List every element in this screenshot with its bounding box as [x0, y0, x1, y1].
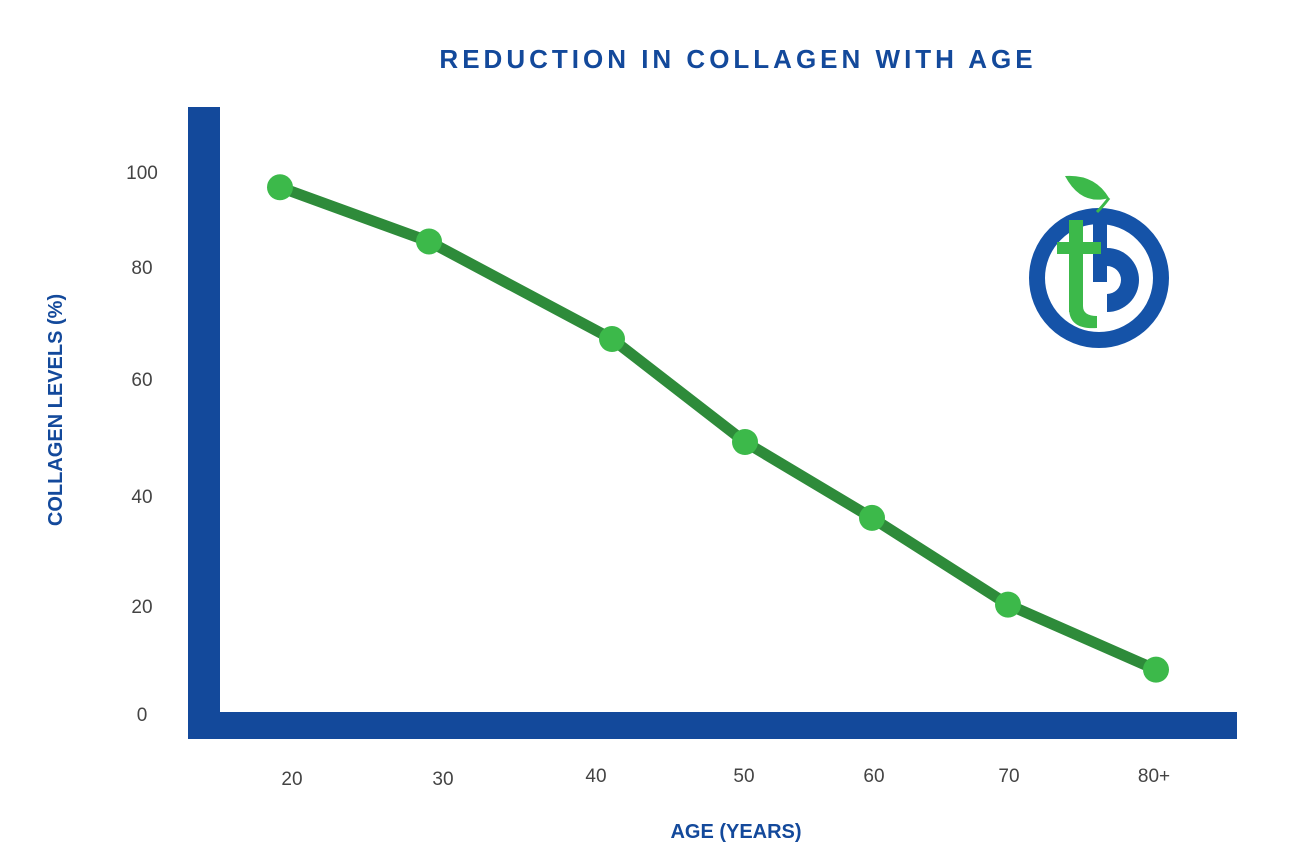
x-tick-label: 60 [863, 766, 884, 787]
data-point-40 [599, 326, 625, 353]
y-tick-label: 60 [131, 370, 152, 391]
x-axis-ticks: 20 30 40 50 60 70 80+ [281, 766, 1170, 790]
x-tick-label: 70 [998, 766, 1019, 787]
x-tick-label: 20 [281, 769, 302, 790]
x-axis-title: AGE (YEARS) [670, 821, 801, 843]
x-tick-label: 80+ [1138, 766, 1170, 787]
y-tick-label: 20 [131, 597, 152, 618]
y-axis-ticks: 0 20 40 60 80 100 [126, 163, 158, 726]
series-line [274, 181, 1162, 676]
data-point-30 [416, 228, 442, 255]
x-tick-label: 50 [733, 766, 754, 787]
y-tick-label: 40 [131, 487, 152, 508]
x-tick-label: 40 [585, 766, 606, 787]
data-point-20 [267, 174, 293, 201]
data-point-70 [995, 591, 1021, 618]
y-tick-label: 80 [131, 258, 152, 279]
data-points [267, 174, 1169, 683]
y-tick-label: 100 [126, 163, 158, 184]
x-axis-line [188, 712, 1237, 739]
x-tick-label: 30 [432, 769, 453, 790]
data-point-80plus [1143, 656, 1169, 683]
chart-title: REDUCTION IN COLLAGEN WITH AGE [439, 44, 1036, 74]
data-point-50 [732, 429, 758, 455]
y-axis-title: COLLAGEN LEVELS (%) [45, 294, 67, 526]
data-point-60 [859, 504, 885, 531]
y-tick-label: 0 [137, 705, 148, 726]
leaf-tb-circle-logo-icon [1029, 175, 1169, 348]
y-axis-line [188, 107, 220, 739]
